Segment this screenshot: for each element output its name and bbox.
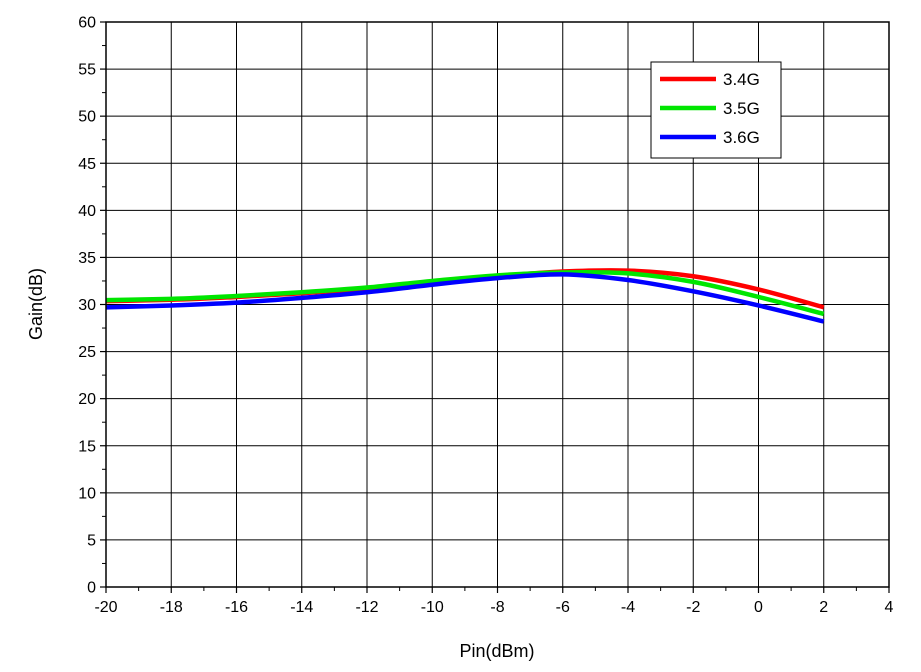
legend-label-3-4g: 3.4G bbox=[723, 70, 760, 89]
y-tick-label: 60 bbox=[78, 15, 96, 32]
x-tick-label: -14 bbox=[290, 599, 313, 616]
legend: 3.4G 3.5G 3.6G bbox=[650, 61, 782, 159]
y-tick-label: 10 bbox=[78, 485, 96, 502]
legend-item-3-6g: 3.6G bbox=[660, 128, 760, 147]
series-line-3-5g bbox=[106, 269, 825, 317]
axis-ticks bbox=[100, 21, 890, 593]
x-tick-label: -10 bbox=[421, 599, 444, 616]
x-tick-label: -2 bbox=[686, 599, 700, 616]
x-tick-label: -16 bbox=[225, 599, 248, 616]
x-tick-label: 2 bbox=[819, 599, 828, 616]
x-tick-label: 0 bbox=[754, 599, 763, 616]
y-tick-label: 25 bbox=[78, 344, 96, 361]
y-axis-label: Gain(dB) bbox=[26, 268, 46, 340]
x-axis-label: Pin(dBm) bbox=[459, 641, 534, 661]
y-tick-label: 30 bbox=[78, 297, 96, 314]
x-tick-label: -12 bbox=[355, 599, 378, 616]
series-lines bbox=[106, 268, 825, 324]
y-tick-labels: 0 5 10 15 20 25 30 35 40 45 50 55 60 bbox=[78, 15, 96, 597]
legend-item-3-5g: 3.5G bbox=[660, 99, 760, 118]
y-tick-label: 20 bbox=[78, 391, 96, 408]
series-line-3-4g bbox=[106, 268, 825, 310]
x-tick-labels: -20 -18 -16 -14 -12 -10 -8 -6 -4 -2 0 2 4 bbox=[94, 599, 893, 616]
y-tick-label: 45 bbox=[78, 156, 96, 173]
legend-label-3-6g: 3.6G bbox=[723, 128, 760, 147]
x-tick-label: -8 bbox=[490, 599, 504, 616]
legend-label-3-5g: 3.5G bbox=[723, 99, 760, 118]
y-tick-label: 55 bbox=[78, 62, 96, 79]
legend-item-3-4g: 3.4G bbox=[660, 70, 760, 89]
x-tick-label: -6 bbox=[556, 599, 570, 616]
series-line-3-6g bbox=[106, 272, 825, 324]
y-tick-label: 40 bbox=[78, 203, 96, 220]
x-tick-label: -20 bbox=[94, 599, 117, 616]
y-tick-label: 0 bbox=[87, 580, 96, 597]
x-tick-label: -4 bbox=[621, 599, 635, 616]
x-tick-label: -18 bbox=[160, 599, 183, 616]
y-tick-label: 50 bbox=[78, 109, 96, 126]
y-tick-label: 35 bbox=[78, 250, 96, 267]
y-tick-label: 5 bbox=[87, 532, 96, 549]
x-tick-label: 4 bbox=[885, 599, 894, 616]
y-tick-label: 15 bbox=[78, 438, 96, 455]
